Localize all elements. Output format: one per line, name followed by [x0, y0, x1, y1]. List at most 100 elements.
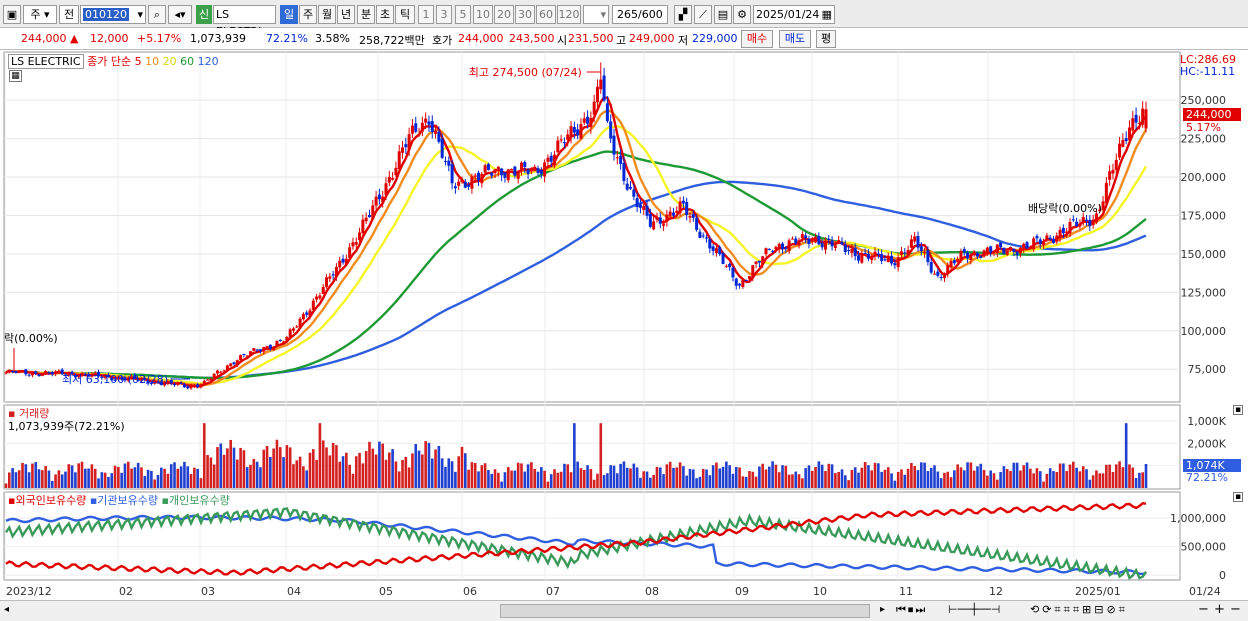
volume-bar	[212, 464, 216, 488]
volume-bar	[1029, 468, 1032, 488]
volume-bar	[936, 471, 940, 488]
chart-settings-icon[interactable]: ▣	[3, 5, 21, 24]
date-axis-label: 07	[546, 585, 560, 598]
chart-area[interactable]: 75,000 100,000 125,000 150,000 175,000 200,00…	[0, 50, 1248, 621]
candle-body	[37, 374, 41, 377]
scroll-left-icon[interactable]: ◂	[4, 604, 10, 615]
volume-bar	[315, 459, 318, 488]
candle-body	[430, 121, 434, 133]
volume-bar	[345, 452, 348, 488]
candle-body	[662, 224, 666, 226]
period-tab-year[interactable]: 년	[337, 5, 355, 24]
candle-body	[609, 121, 613, 139]
chart-tool-icons[interactable]: ⟲⟳⌗⌗⌗⊞⊟⊘⌗	[1030, 603, 1128, 616]
minute-10-button[interactable]: 10	[473, 5, 493, 24]
volume-bar	[490, 473, 494, 488]
candle-body	[410, 125, 414, 134]
period-tab-minute[interactable]: 분	[357, 5, 375, 24]
sell-button[interactable]: 매도	[779, 30, 811, 48]
zoom-reset-icon[interactable]: −	[1230, 602, 1241, 617]
period-tab-second[interactable]: 초	[376, 5, 394, 24]
candle-body	[629, 186, 633, 189]
period-tab-month[interactable]: 월	[318, 5, 336, 24]
minute-5-button[interactable]: 5	[455, 5, 471, 24]
calendar-icon[interactable]: ▦	[821, 8, 832, 21]
candle-body	[361, 219, 365, 234]
sound-icon[interactable]: ◂▾	[168, 5, 192, 24]
period-tab-tick[interactable]: 틱	[395, 5, 415, 24]
volume-bar	[236, 459, 239, 488]
volume-bar	[473, 462, 477, 488]
candle-body	[17, 370, 21, 373]
eval-button[interactable]: 평	[816, 30, 836, 48]
candle-body	[470, 176, 474, 189]
zoom-out-icon[interactable]: −	[1198, 602, 1209, 617]
volume-bar	[622, 461, 626, 488]
candle-body	[1091, 219, 1095, 226]
candle-body	[817, 236, 821, 245]
volume-bar	[1002, 466, 1006, 488]
candle-body	[169, 380, 173, 384]
candle-body	[7, 369, 11, 372]
low-price-note: 최저 63,100 (02/28)	[62, 373, 168, 386]
minute-custom-select[interactable]: ▾	[583, 5, 609, 24]
scroll-right-icon[interactable]: ▸	[880, 604, 886, 615]
candle-body	[40, 374, 44, 376]
count-field[interactable]: 265/600	[612, 5, 668, 24]
volume-bar	[523, 471, 527, 488]
gear-icon[interactable]: ⚙	[733, 5, 751, 24]
candle-body	[1108, 171, 1112, 180]
holdings-panel-close-icon[interactable]: ▪	[1233, 492, 1243, 502]
table-icon[interactable]: ▦	[9, 70, 22, 82]
candle-body	[186, 386, 190, 389]
market-type-select[interactable]: 주 ▾	[23, 5, 57, 24]
new-listing-badge[interactable]: 신	[196, 5, 212, 24]
save-icon[interactable]: ▤	[714, 5, 732, 24]
stock-code-input[interactable]: 010120 ▾	[80, 5, 146, 24]
date-axis-label: 06	[463, 585, 477, 598]
minute-20-button[interactable]: 20	[494, 5, 514, 24]
candle-body	[926, 250, 930, 263]
draw-line-icon[interactable]: ⟋	[694, 5, 712, 24]
volume-bar	[754, 476, 758, 488]
volume-bar	[242, 450, 246, 488]
zoom-in-icon[interactable]: +	[1214, 602, 1225, 617]
minute-3-button[interactable]: 3	[436, 5, 452, 24]
candle-body	[949, 260, 953, 268]
period-tab-week[interactable]: 주	[299, 5, 317, 24]
volume-bar	[321, 440, 325, 488]
period-tab-day[interactable]: 일	[280, 5, 298, 24]
zoom-slider[interactable]: ⊢──┼──⊣	[948, 603, 1001, 616]
chart-tools-icon[interactable]: ▞	[674, 5, 692, 24]
candle-body	[586, 116, 590, 124]
candle-body	[209, 378, 213, 381]
volume-bar	[1121, 467, 1125, 488]
volume-bar	[830, 464, 834, 488]
scroll-thumb[interactable]	[500, 604, 870, 618]
toolbar: ▣ 주 ▾ 전 010120▾ ⌕ ◂▾ 신 LS ELECTRI 일 주 월 …	[0, 0, 1248, 38]
volume-bar	[397, 471, 401, 488]
turnover-rate: 3.58%	[315, 32, 350, 45]
minute-1-button[interactable]: 1	[418, 5, 434, 24]
playback-controls[interactable]: ⏮⏹⏭	[896, 603, 928, 616]
chart-scrollbar[interactable]: ◂ ▸ ⏮⏹⏭ ⊢──┼──⊣ ⟲⟳⌗⌗⌗⊞⊟⊘⌗ − + −	[0, 600, 1248, 621]
volume-bar	[546, 481, 550, 488]
candle-body	[1094, 213, 1098, 223]
volume-bar	[791, 474, 794, 488]
search-icon[interactable]: ⌕	[148, 5, 166, 24]
scope-select[interactable]: 전	[59, 5, 79, 24]
minute-30-button[interactable]: 30	[515, 5, 535, 24]
volume-bar	[1058, 463, 1062, 488]
minute-60-button[interactable]: 60	[536, 5, 556, 24]
date-axis-label: 09	[735, 585, 749, 598]
volume-panel-close-icon[interactable]: ▪	[1233, 405, 1243, 415]
minute-120-button[interactable]: 120	[557, 5, 581, 24]
candle-body	[724, 265, 728, 267]
candle-body	[1009, 246, 1013, 249]
volume-bar	[196, 468, 199, 488]
date-field[interactable]: 2025/01/24 ▦	[753, 5, 835, 24]
volume-bar	[64, 471, 67, 488]
chart-canvas[interactable]: 75,000 100,000 125,000 150,000 175,000 200,00…	[0, 50, 1248, 600]
buy-button[interactable]: 매수	[741, 30, 773, 48]
candle-body	[44, 371, 48, 374]
